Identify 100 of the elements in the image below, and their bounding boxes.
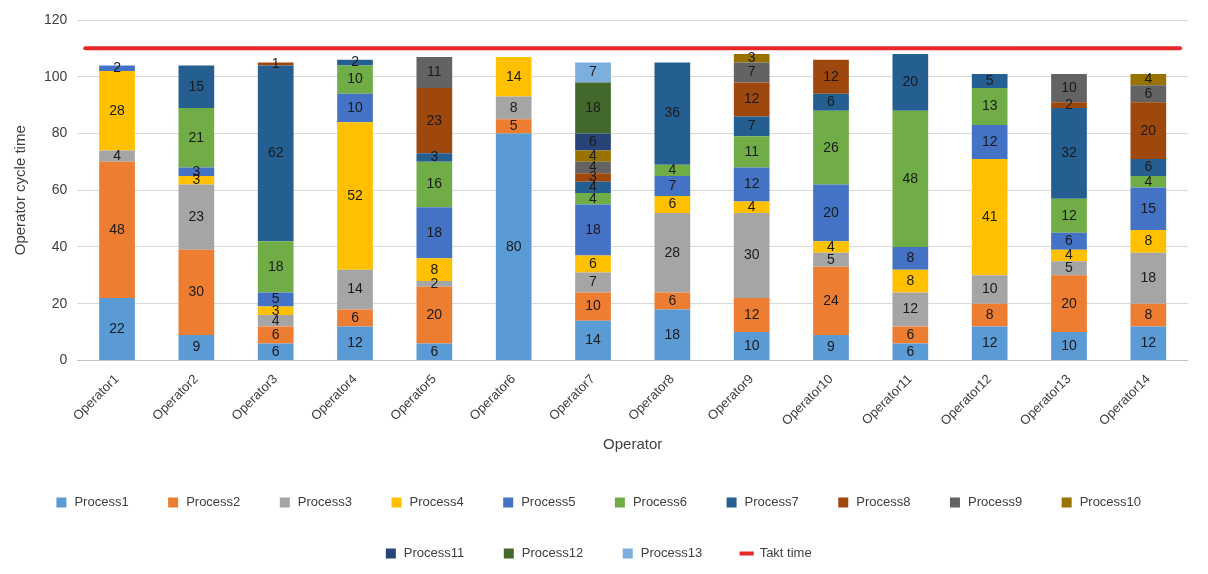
bar xyxy=(495,133,532,360)
bar xyxy=(892,343,929,360)
data-label: 7 xyxy=(589,63,598,80)
bar xyxy=(1051,261,1087,276)
bar xyxy=(971,88,1008,125)
data-label: 80 xyxy=(505,237,522,254)
data-label: 52 xyxy=(347,186,364,203)
bar xyxy=(1051,107,1087,199)
bar xyxy=(733,136,770,168)
data-label: 28 xyxy=(664,243,681,260)
data-label: 6 xyxy=(1065,232,1074,249)
bar xyxy=(1130,303,1167,327)
data-label: 18 xyxy=(1140,269,1157,286)
data-label: 3 xyxy=(747,49,756,66)
bar xyxy=(892,246,929,270)
bar xyxy=(733,54,770,63)
data-label: 18 xyxy=(426,223,443,240)
bar xyxy=(813,59,849,94)
data-label: 48 xyxy=(902,169,919,186)
bar xyxy=(813,252,849,267)
data-label: 8 xyxy=(906,249,915,266)
data-label: 6 xyxy=(589,132,598,149)
bar xyxy=(337,309,373,327)
bar xyxy=(337,326,373,360)
data-label: 14 xyxy=(585,331,602,348)
bar xyxy=(654,309,691,360)
bar xyxy=(257,326,294,344)
data-label: 32 xyxy=(1061,144,1077,161)
data-label: 20 xyxy=(823,203,840,220)
data-label: 6 xyxy=(1144,158,1153,175)
bar xyxy=(178,176,215,185)
data-label: 20 xyxy=(1140,121,1157,138)
data-label: 10 xyxy=(347,98,364,115)
data-label: 7 xyxy=(668,176,677,193)
bar xyxy=(575,320,611,360)
bar xyxy=(178,184,215,250)
bar xyxy=(575,272,611,293)
data-label: 10 xyxy=(585,297,602,314)
data-label: 12 xyxy=(902,300,919,317)
bar xyxy=(733,332,770,360)
bar xyxy=(495,56,532,97)
bar xyxy=(733,62,770,83)
bar xyxy=(892,54,929,111)
bar xyxy=(733,298,770,333)
data-label: 10 xyxy=(1061,336,1077,353)
legend-label: Process7 xyxy=(744,494,799,510)
data-label: 11 xyxy=(744,142,760,159)
data-label: 23 xyxy=(188,208,205,225)
data-label: 8 xyxy=(906,271,915,288)
data-label: 4 xyxy=(668,161,677,178)
bar xyxy=(892,326,929,344)
data-label: 6 xyxy=(430,342,439,359)
data-label: 9 xyxy=(827,338,836,355)
bar xyxy=(654,176,691,196)
legend-label: Process8 xyxy=(856,494,911,510)
bar xyxy=(575,82,611,134)
bar xyxy=(813,241,849,253)
bar xyxy=(1130,102,1167,160)
legend-label: Process5 xyxy=(521,494,576,510)
bar xyxy=(733,116,770,137)
data-label: 7 xyxy=(589,273,598,290)
data-label: 4 xyxy=(589,189,598,206)
bar xyxy=(575,133,611,151)
bar xyxy=(337,65,373,94)
legend-label: Process6 xyxy=(632,494,688,510)
bar xyxy=(1130,187,1167,230)
data-label: 6 xyxy=(668,195,677,212)
y-tick-label: 60 xyxy=(51,181,68,198)
data-label: 15 xyxy=(188,77,205,94)
bar xyxy=(575,255,611,273)
data-label: 20 xyxy=(1061,294,1077,311)
data-label: 13 xyxy=(981,97,998,114)
bar xyxy=(416,207,453,259)
data-label: 16 xyxy=(426,175,443,192)
data-label: 6 xyxy=(906,342,915,359)
data-label: 41 xyxy=(981,208,998,225)
data-label: 18 xyxy=(585,220,602,237)
bar xyxy=(178,334,215,360)
data-label: 5 xyxy=(509,117,518,134)
data-label: 12 xyxy=(743,175,760,192)
bar xyxy=(257,241,294,293)
bar xyxy=(892,110,929,247)
data-label: 12 xyxy=(981,334,998,351)
data-label: 23 xyxy=(426,111,443,128)
data-label: 10 xyxy=(981,280,998,297)
data-label: 12 xyxy=(743,90,760,107)
data-label: 9 xyxy=(192,338,201,355)
data-label: 6 xyxy=(827,93,836,110)
data-label: 10 xyxy=(1061,78,1077,95)
legend-label: Process11 xyxy=(403,545,465,561)
data-label: 4 xyxy=(1144,70,1153,87)
y-tick-label: 20 xyxy=(51,294,68,311)
data-label: 8 xyxy=(430,260,439,277)
bar xyxy=(654,195,691,213)
bar xyxy=(733,167,770,202)
data-label: 10 xyxy=(347,70,364,87)
bar xyxy=(495,96,532,120)
data-label: 7 xyxy=(747,63,756,80)
data-label: 18 xyxy=(585,98,602,115)
data-label: 30 xyxy=(188,283,205,300)
